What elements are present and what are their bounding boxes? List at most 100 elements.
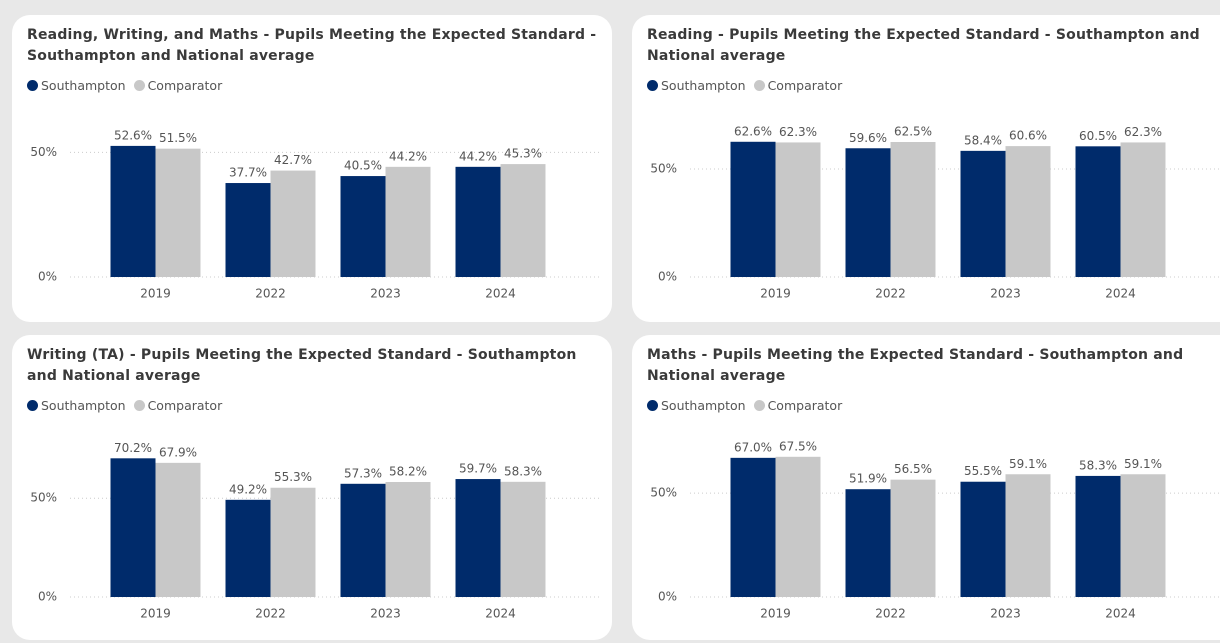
data-label: 60.6% [1009,129,1047,143]
data-label: 62.3% [1124,125,1162,139]
data-label: 45.3% [504,147,542,161]
data-label: 59.1% [1124,457,1162,471]
bar [500,164,546,277]
bar [1075,146,1121,277]
legend-dot [753,400,765,411]
bar [1120,474,1166,597]
bar [110,458,156,597]
legend: Southampton Comparator [27,398,230,413]
chart: 0% 50% 2019 52.6% 51.5% 2022 37.7% 42.7% 2023 40.… [30,128,600,301]
data-label: 55.3% [274,470,312,484]
legend-label: Southampton [41,398,126,413]
bar [110,145,156,277]
bar [455,479,501,597]
bar [775,456,821,597]
data-label: 62.6% [734,124,772,138]
data-label: 58.4% [964,133,1002,147]
y-tick-label: 50% [30,491,57,505]
data-label: 60.5% [1079,129,1117,143]
x-tick-label: 2019 [140,287,171,301]
bar [500,481,546,597]
x-tick-label: 2019 [760,607,791,621]
chart-title: Writing (TA) - Pupils Meeting the Expect… [27,347,577,384]
chart-panel: Writing (TA) - Pupils Meeting the Expect… [12,335,612,640]
chart-panel: Maths - Pupils Meeting the Expected Stan… [632,335,1220,640]
chart: 0% 50% 2019 70.2% 67.9% 2022 49.2% 55.3% 2023 57.… [30,441,600,621]
bar [1075,475,1121,597]
bar [775,142,821,277]
x-tick-label: 2023 [370,607,401,621]
legend-dot [647,400,658,411]
legend-dot [647,80,658,91]
legend-label: Comparator [767,398,843,413]
legend-item: Southampton [27,78,126,93]
bar [385,166,431,277]
bar [730,141,776,277]
legend-item: Southampton [647,398,746,413]
legend-item: Comparator [133,398,223,413]
legend-label: Comparator [147,398,223,413]
x-tick-label: 2024 [485,287,516,301]
data-label: 67.5% [779,439,817,453]
bar [730,457,776,597]
bar [225,183,271,277]
chart-title: Maths - Pupils Meeting the Expected Stan… [647,347,1184,384]
y-tick-label: 50% [30,145,57,159]
x-tick-label: 2023 [990,607,1021,621]
data-label: 40.5% [344,159,382,173]
chart-title: Reading - Pupils Meeting the Expected St… [647,27,1200,64]
data-label: 58.3% [504,464,542,478]
data-label: 44.2% [459,149,497,163]
bar [270,170,316,277]
x-tick-label: 2019 [140,607,171,621]
bar [340,483,386,597]
chart-panel: Reading - Pupils Meeting the Expected St… [632,15,1220,322]
legend-label: Comparator [147,78,223,93]
bar [890,142,936,277]
bar [960,150,1006,277]
x-tick-label: 2022 [255,607,286,621]
data-label: 51.5% [159,131,197,145]
legend-dot [27,400,38,411]
bar [1005,146,1051,277]
data-label: 51.9% [849,472,887,486]
bar [1005,474,1051,597]
legend-label: Southampton [661,78,746,93]
y-tick-label: 0% [38,270,57,284]
legend-label: Southampton [41,78,126,93]
x-tick-label: 2022 [875,607,906,621]
data-label: 62.5% [894,125,932,139]
legend-item: Comparator [753,398,843,413]
x-tick-label: 2023 [990,287,1021,301]
legend-item: Southampton [27,398,126,413]
bar [340,176,386,277]
y-tick-label: 50% [650,162,677,176]
data-label: 59.1% [1009,457,1047,471]
legend-dot [753,80,765,91]
x-tick-label: 2024 [485,607,516,621]
data-label: 58.2% [389,465,427,479]
bar [225,499,271,597]
y-tick-label: 0% [658,270,677,284]
data-label: 62.3% [779,125,817,139]
data-label: 55.5% [964,464,1002,478]
legend: Southampton Comparator [647,398,850,413]
x-tick-label: 2019 [760,287,791,301]
x-tick-label: 2022 [255,287,286,301]
x-tick-label: 2024 [1105,607,1136,621]
legend: Southampton Comparator [27,78,230,93]
chart: 0% 50% 2019 67.0% 67.5% 2022 51.9% 56.5% 2023 55.… [650,439,1220,621]
x-tick-label: 2023 [370,287,401,301]
chart: 0% 50% 2019 62.6% 62.3% 2022 59.6% 62.5% 2023 58.… [650,124,1220,301]
y-tick-label: 50% [650,486,677,500]
data-label: 52.6% [114,128,152,142]
bar [890,479,936,597]
y-tick-label: 0% [658,590,677,604]
bar [845,148,891,277]
data-label: 56.5% [894,462,932,476]
legend-item: Comparator [753,78,843,93]
data-label: 49.2% [229,482,267,496]
legend-label: Comparator [767,78,843,93]
legend-dot [27,80,38,91]
